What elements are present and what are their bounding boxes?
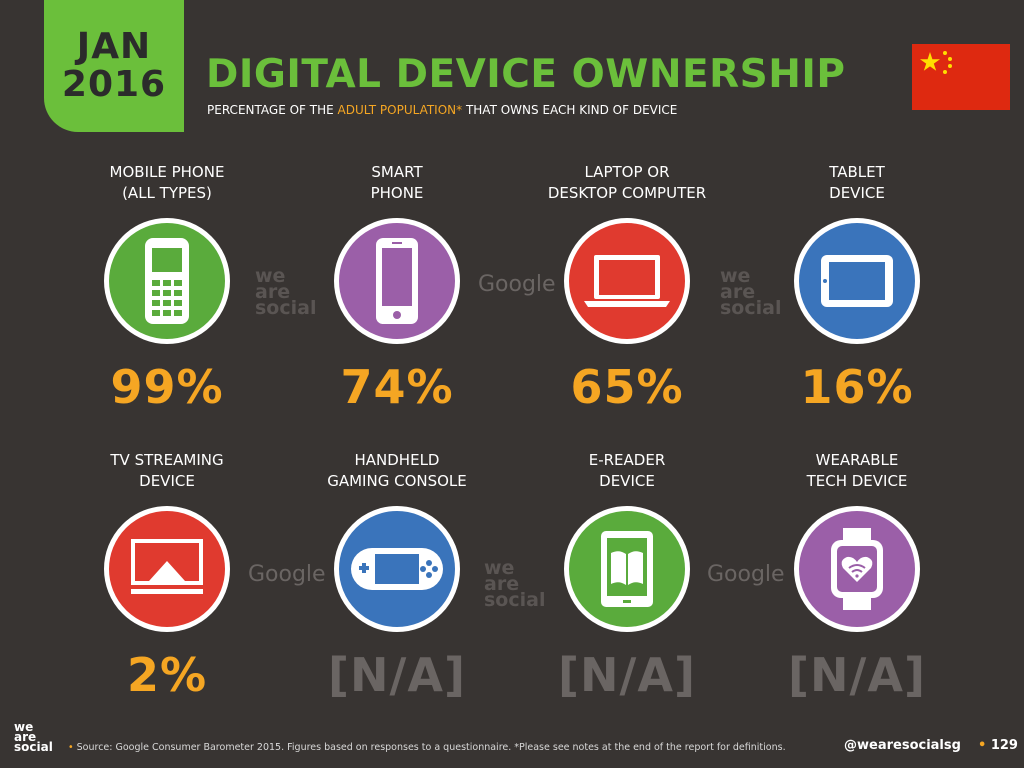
wearable-circle (794, 506, 920, 632)
device-value: 99% (110, 360, 224, 414)
device-value: [N/A] (328, 648, 466, 702)
page-number: • 129 (978, 738, 1018, 753)
google-watermark: Google (248, 562, 326, 587)
device-value: 65% (570, 360, 684, 414)
date-badge: JAN 2016 (44, 0, 184, 132)
device-value: [N/A] (788, 648, 926, 702)
smartphone-icon (376, 238, 418, 324)
subtitle-post: THAT OWNS EACH KIND OF DEVICE (462, 103, 678, 117)
smartphone-circle (334, 218, 460, 344)
device-value: 2% (126, 648, 208, 702)
device-label: SMART PHONE (370, 163, 424, 202)
google-watermark: Google (478, 272, 556, 297)
we-are-social-watermark: we are social (484, 557, 546, 611)
device-label: LAPTOP OR DESKTOP COMPUTER (547, 163, 707, 202)
mobile-phone-icon (145, 238, 189, 324)
we-are-social-watermark: we are social (720, 265, 782, 319)
tv-streaming-circle (104, 506, 230, 632)
we-are-social-watermark: we are social (255, 265, 317, 319)
page-title: DIGITAL DEVICE OWNERSHIP (206, 52, 846, 97)
tablet-circle (794, 218, 920, 344)
ereader-circle (564, 506, 690, 632)
wearable-icon (831, 528, 883, 610)
tablet-icon (821, 255, 893, 307)
google-watermark: Google (707, 562, 785, 587)
device-value: [N/A] (558, 648, 696, 702)
footer-source: • Source: Google Consumer Barometer 2015… (68, 742, 786, 753)
gaming-console-circle (334, 506, 460, 632)
page-subtitle: PERCENTAGE OF THE ADULT POPULATION* THAT… (207, 103, 677, 117)
device-label: HANDHELD GAMING CONSOLE (327, 451, 467, 490)
device-label: TABLET DEVICE (829, 163, 885, 202)
gaming-console-icon (351, 548, 443, 590)
device-label: E-READER DEVICE (588, 451, 666, 490)
subtitle-pre: PERCENTAGE OF THE (207, 103, 338, 117)
device-label: MOBILE PHONE (ALL TYPES) (109, 163, 225, 202)
footer-logo: we are social (14, 720, 53, 754)
device-label: TV STREAMING DEVICE (110, 451, 224, 490)
date-year: 2016 (61, 64, 167, 105)
laptop-icon (584, 255, 670, 307)
subtitle-highlight: ADULT POPULATION* (337, 103, 463, 117)
laptop-circle (564, 218, 690, 344)
device-value: 74% (340, 360, 454, 414)
tv-streaming-icon (131, 539, 203, 594)
device-label: WEARABLE TECH DEVICE (806, 451, 908, 490)
footer-handle[interactable]: @wearesocialsg (844, 738, 961, 753)
device-value: 16% (800, 360, 914, 414)
china-flag-icon (912, 44, 1010, 110)
ereader-icon (601, 531, 653, 607)
mobile-phone-circle (104, 218, 230, 344)
date-month: JAN (76, 26, 152, 67)
china-flag (912, 44, 1010, 110)
